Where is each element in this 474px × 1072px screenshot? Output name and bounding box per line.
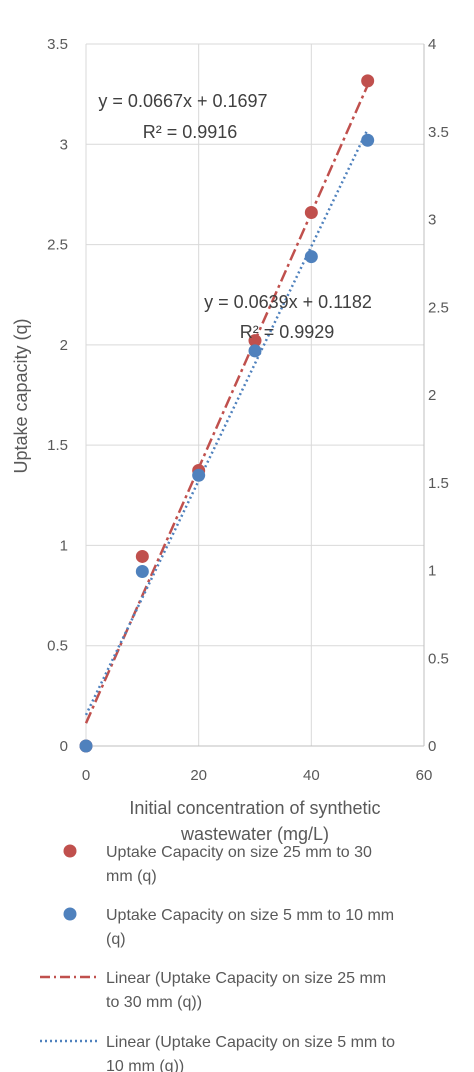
y-tick-label: 0 — [60, 738, 68, 755]
y2-tick-label: 2 — [428, 387, 436, 404]
x-axis-title-line-1: Initial concentration of synthetic — [129, 798, 380, 818]
trendline-r2-blue: R² = 0.9916 — [143, 122, 238, 142]
tick-labels: 0 0.5 1 1.5 2 2.5 3 3.5 0 20 40 60 0 0.5 1 1.5 2 2.5 3 3.5 4 — [47, 36, 449, 784]
trendline-r2-red: R² = 0.9929 — [240, 322, 335, 342]
legend-label-blue-line-2: (q) — [106, 931, 126, 948]
y-tick-label: 2.5 — [47, 237, 68, 254]
data-points — [79, 74, 375, 753]
y-tick-label: 3.5 — [47, 36, 68, 53]
y2-tick-label: 3.5 — [428, 124, 449, 141]
trendline-equation-red: y = 0.0639x + 0.1182 — [204, 292, 372, 312]
legend-label-red-line-2: mm (q) — [106, 868, 157, 885]
legend-marker-blue — [63, 907, 77, 921]
legend-trend-blue-line-1: Linear (Uptake Capacity on size 5 mm to — [106, 1034, 395, 1051]
data-point-red — [361, 74, 375, 88]
data-point-blue — [248, 344, 262, 358]
data-point-blue — [192, 468, 206, 482]
x-tick-label: 0 — [82, 767, 90, 784]
data-point-red — [135, 549, 149, 563]
legend-label-blue-line-1: Uptake Capacity on size 5 mm to 10 mm — [106, 907, 394, 924]
axes — [86, 44, 425, 747]
data-point-blue — [79, 739, 93, 753]
trendline-blue — [84, 128, 369, 716]
y2-tick-label: 4 — [428, 36, 436, 53]
y-tick-label: 2 — [60, 337, 68, 354]
y2-tick-label: 1 — [428, 563, 436, 580]
legend-trend-red-line-2: to 30 mm (q)) — [106, 994, 202, 1011]
x-axis-title-line-2: wastewater (mg/L) — [180, 824, 329, 844]
y2-tick-label: 2.5 — [428, 299, 449, 316]
legend-label-red-line-1: Uptake Capacity on size 25 mm to 30 — [106, 844, 372, 861]
y-tick-label: 0.5 — [47, 638, 68, 655]
x-tick-label: 20 — [190, 767, 207, 784]
y2-tick-label: 0 — [428, 738, 436, 755]
data-point-red — [248, 334, 262, 348]
y-tick-label: 3 — [60, 136, 68, 153]
legend-marker-red — [63, 844, 77, 858]
y2-tick-label: 3 — [428, 212, 436, 229]
data-point-blue — [304, 250, 318, 264]
trendline-red — [84, 84, 369, 724]
y2-tick-label: 0.5 — [428, 650, 449, 667]
trendline-equation-blue: y = 0.0667x + 0.1697 — [98, 91, 267, 111]
gridlines — [85, 43, 425, 747]
y2-tick-label: 1.5 — [428, 475, 449, 492]
data-point-red — [304, 205, 318, 219]
x-tick-label: 40 — [303, 767, 320, 784]
legend-trend-red-line-1: Linear (Uptake Capacity on size 25 mm — [106, 970, 386, 987]
data-point-blue — [135, 565, 149, 579]
trendlines — [84, 84, 369, 724]
y-tick-label: 1.5 — [47, 437, 68, 454]
x-tick-label: 60 — [416, 767, 433, 784]
legend-trend-blue-line-2: 10 mm (q)) — [106, 1058, 184, 1072]
y-axis-title: Uptake capacity (q) — [11, 318, 31, 473]
y-tick-label: 1 — [60, 537, 68, 554]
data-point-blue — [361, 133, 375, 147]
legend: Uptake Capacity on size 25 mm to 30 mm (… — [40, 844, 395, 1072]
